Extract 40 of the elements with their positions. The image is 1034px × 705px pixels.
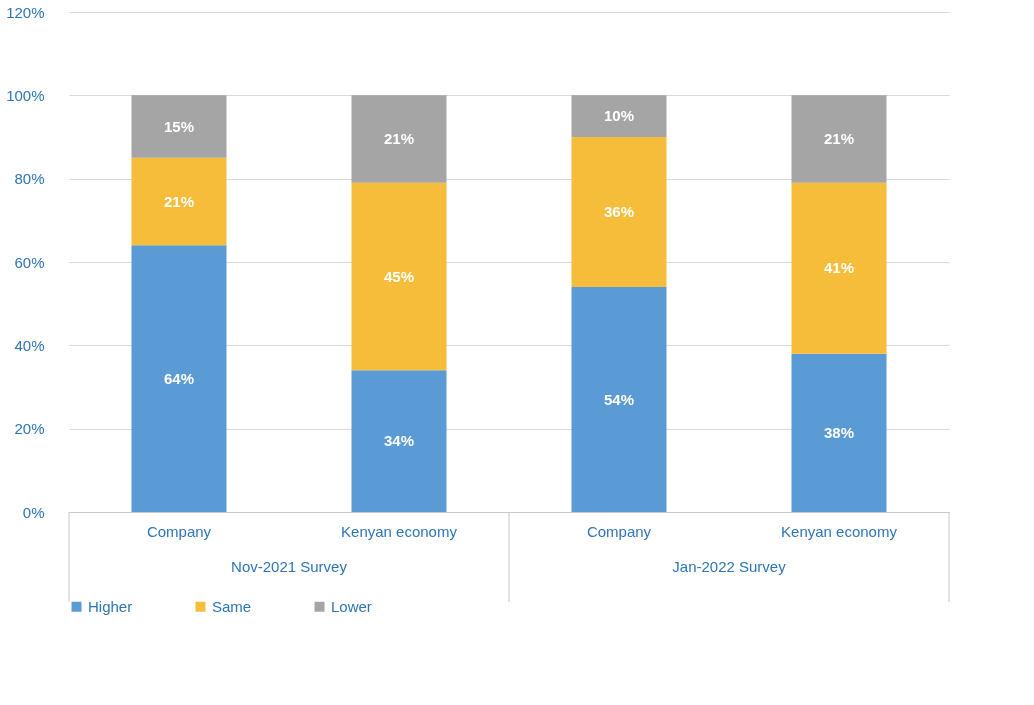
bar — [571, 137, 667, 287]
y-tick-label: 40% — [14, 336, 45, 354]
data-label: 21% — [823, 130, 855, 148]
data-label: 45% — [383, 267, 415, 285]
y-tick-label: 20% — [14, 420, 45, 438]
legend-label: Higher — [88, 597, 133, 615]
bar — [791, 182, 887, 354]
x-tick-label: Company — [586, 522, 652, 540]
data-label: 21% — [383, 130, 415, 148]
x-tick-label: Kenyan economy — [341, 522, 458, 540]
text: Jan-2022 Survey — [672, 558, 787, 575]
y-tick-label: 60% — [14, 253, 45, 271]
bar — [131, 245, 227, 512]
bar — [351, 370, 447, 512]
bar — [351, 182, 447, 371]
data-label: 36% — [603, 203, 635, 220]
bar — [791, 95, 887, 183]
data-label: 41% — [823, 259, 855, 277]
bar — [131, 157, 227, 246]
x-tick-label: Kenyan economy — [781, 522, 898, 540]
data-label: 10% — [603, 107, 635, 125]
data-label: 34% — [383, 432, 415, 450]
data-label: 64% — [163, 369, 195, 387]
data-label: 21% — [163, 192, 195, 210]
y-tick-label: 100% — [6, 86, 45, 104]
y-tick-label: 80% — [14, 170, 45, 188]
y-tick-label: 120% — [6, 3, 45, 21]
legend-label: Lower — [331, 597, 372, 615]
bar — [351, 95, 447, 183]
legend-label: Same — [212, 597, 252, 615]
y-tick-label: 0% — [22, 503, 45, 521]
bar — [571, 95, 667, 137]
x-tick-label: Company — [146, 522, 212, 540]
bar — [131, 95, 227, 158]
bar — [571, 287, 667, 512]
text: Nov-2021 Survey — [231, 558, 348, 575]
data-label: 38% — [823, 423, 855, 441]
data-label: 54% — [603, 390, 635, 408]
bar — [791, 353, 887, 512]
data-label: 15% — [163, 117, 195, 135]
